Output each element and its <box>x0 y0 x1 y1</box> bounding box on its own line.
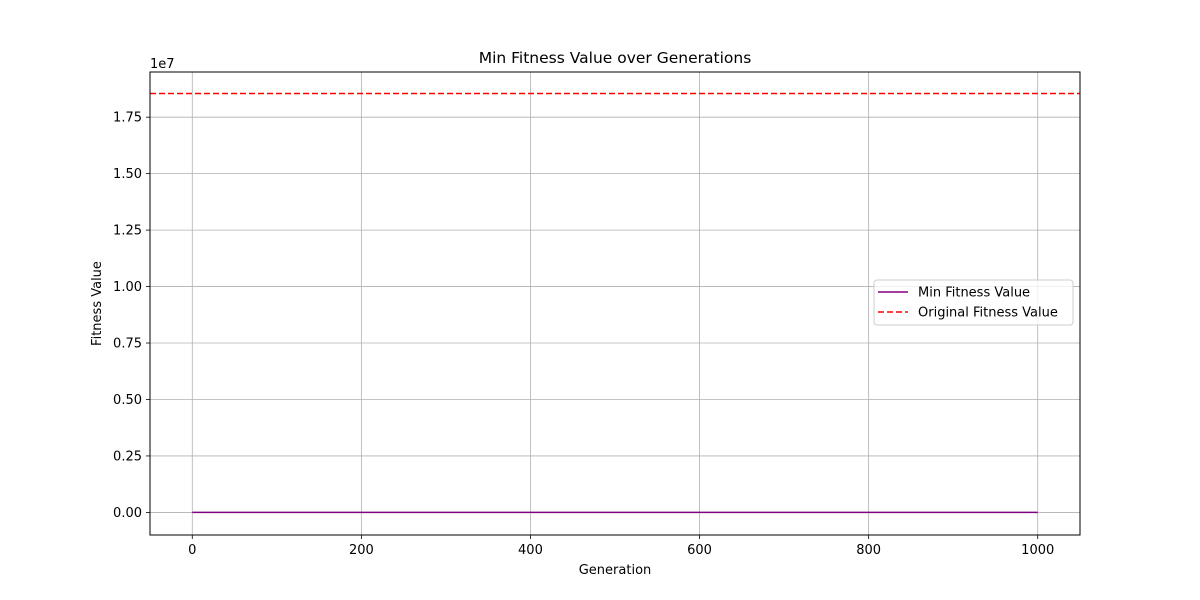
series-layer <box>150 92 1080 514</box>
y-axis-label: Fitness Value <box>90 261 105 346</box>
chart-title: Min Fitness Value over Generations <box>479 49 752 67</box>
plot-frame <box>149 71 1081 536</box>
y-tick-label: 0.00 <box>113 506 142 521</box>
legend-label-min-fitness: Min Fitness Value <box>918 286 1030 301</box>
x-tick-label: 400 <box>518 543 543 558</box>
x-axis-label: Generation <box>579 563 652 578</box>
x-tick-label: 0 <box>188 543 196 558</box>
legend-label-original-fitness: Original Fitness Value <box>918 306 1058 321</box>
legend: Min Fitness Value Original Fitness Value <box>873 279 1074 326</box>
y-tick-label: 0.25 <box>113 449 142 464</box>
ticks: 0 200 400 600 800 1000 0.00 0.25 0.50 0.75 1.00 1.2… <box>113 111 1054 558</box>
y-tick-label: 1.00 <box>113 280 142 295</box>
x-tick-label: 200 <box>349 543 374 558</box>
y-axis-offset-label: 1e7 <box>150 57 175 72</box>
x-tick-label: 1000 <box>1021 543 1054 558</box>
y-tick-label: 0.50 <box>113 393 142 408</box>
y-tick-label: 1.50 <box>113 167 142 182</box>
x-tick-label: 800 <box>856 543 881 558</box>
y-tick-label: 0.75 <box>113 337 142 352</box>
y-tick-label: 1.75 <box>113 111 142 126</box>
y-tick-label: 1.25 <box>113 224 142 239</box>
x-tick-label: 600 <box>687 543 712 558</box>
legend-box <box>873 279 1074 326</box>
